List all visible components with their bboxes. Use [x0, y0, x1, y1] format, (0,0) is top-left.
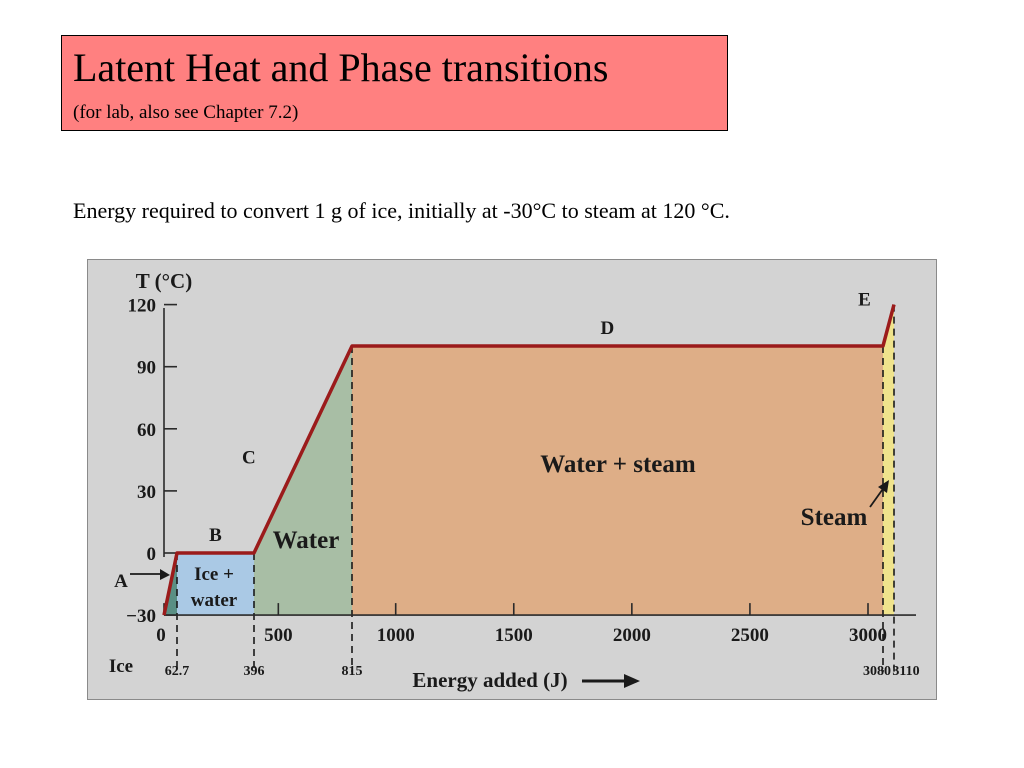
region-label-2-0: Water: [273, 527, 340, 554]
region-label-1-0: Ice +: [194, 564, 234, 585]
y-tick-label-2: 30: [137, 482, 156, 503]
x-tick-label-6: 3000: [849, 625, 887, 646]
x-axis-title: Energy added (J): [412, 668, 567, 692]
segment-label-c: C: [242, 448, 256, 469]
x-tick-label-4: 2000: [613, 625, 651, 646]
x-tick-label-5: 2500: [731, 625, 769, 646]
region-fill-1: [177, 553, 254, 616]
region-label-1-1: water: [191, 590, 238, 611]
x-tick-label-1: 500: [264, 625, 293, 646]
phase-diagram-figure: −30 0 30 60 90 120 0 500 1000 1500 2000 2500 3000 62.…: [87, 259, 937, 700]
annotation-ice: Ice: [109, 656, 133, 677]
y-tick-label-3: 60: [137, 420, 156, 441]
slide-title: Latent Heat and Phase transitions: [73, 45, 609, 90]
slide-caption: Energy required to convert 1 g of ice, i…: [73, 198, 730, 223]
arrow-steam-head: [878, 480, 889, 493]
segment-label-b: B: [209, 525, 222, 546]
y-tick-label-0: −30: [126, 606, 156, 627]
x-tick-label-2: 1000: [377, 625, 415, 646]
title-box: Latent Heat and Phase transitions (for l…: [61, 35, 728, 131]
region-label-4-0: Steam: [801, 504, 868, 531]
region-label-3-0: Water + steam: [540, 451, 696, 478]
x-marker-label-3: 3080: [863, 664, 891, 679]
y-tick-label-5: 120: [128, 296, 157, 317]
region-fill-4: [883, 304, 894, 616]
arrow-a-head: [160, 569, 170, 580]
region-fill-3: [352, 346, 883, 616]
y-axis-title: T (°C): [136, 269, 192, 293]
x-marker-label-4: 3110: [892, 664, 919, 679]
x-marker-label-1: 396: [244, 664, 265, 679]
x-marker-label-2: 815: [342, 664, 363, 679]
segment-label-e: E: [858, 289, 871, 310]
slide-subtitle: (for lab, also see Chapter 7.2): [73, 102, 299, 123]
segment-label-d: D: [600, 318, 614, 339]
x-axis-title-arrow-head: [624, 674, 640, 688]
region-fill-0: [164, 553, 177, 616]
heating-curve-line: [162, 304, 896, 616]
y-tick-label-1: 0: [147, 544, 157, 565]
x-tick-label-0: 0: [156, 625, 166, 646]
region-fill-2: [254, 346, 352, 616]
x-tick-label-3: 1500: [495, 625, 533, 646]
segment-label-a: A: [114, 571, 128, 592]
y-tick-label-4: 90: [137, 358, 156, 379]
x-marker-label-0: 62.7: [165, 664, 190, 679]
